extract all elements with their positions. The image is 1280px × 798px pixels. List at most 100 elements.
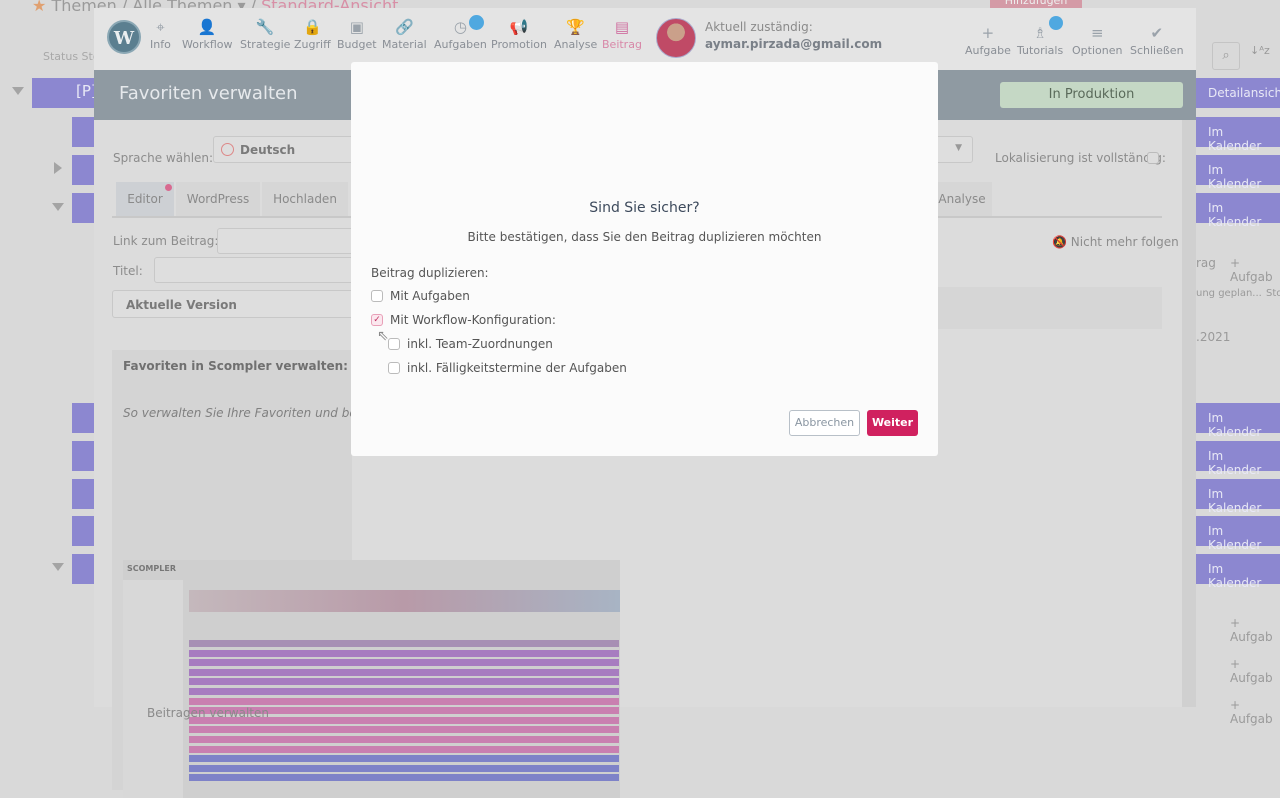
page-title: Favoriten verwalten <box>119 83 298 104</box>
content-intro: So verwalten Sie Ihre Favoriten und beha… <box>123 406 395 420</box>
collapse-icon[interactable] <box>52 203 64 211</box>
column-sto: Sto <box>1266 288 1280 299</box>
link-icon: 🔗 <box>395 18 414 36</box>
nav-material[interactable]: 🔗 Material <box>382 18 427 51</box>
checkbox[interactable] <box>371 290 383 302</box>
add-task-link[interactable]: + Aufgab <box>1230 657 1273 685</box>
nav-label: Material <box>382 38 427 51</box>
action-label: Schließen <box>1130 44 1184 57</box>
scompler-logo: SCOMPLER <box>127 564 176 573</box>
footer-link[interactable]: Beitragen verwalten <box>147 706 269 720</box>
embedded-row <box>189 678 619 686</box>
assignee-label: Aktuell zuständig: <box>705 20 813 34</box>
topic-row[interactable] <box>72 554 94 584</box>
assignee-email[interactable]: aymar.pirzada@gmail.com <box>705 37 883 51</box>
nav-info[interactable]: ⌖ Info <box>150 18 171 51</box>
tab-wordpress[interactable]: WordPress <box>176 182 260 216</box>
embedded-row <box>189 640 619 647</box>
topic-row[interactable] <box>72 155 94 185</box>
add-task-button[interactable]: + Aufgabe <box>965 24 1011 57</box>
localization-checkbox[interactable] <box>1147 152 1159 164</box>
nav-label: Analyse <box>554 38 598 51</box>
nav-promotion[interactable]: 📢 Promotion <box>491 18 547 51</box>
unsaved-dot <box>165 184 172 191</box>
topic-row[interactable]: [P] <box>32 78 97 108</box>
option-label: Mit Workflow-Konfiguration: <box>390 313 556 327</box>
add-button[interactable]: Hinzufügen <box>990 0 1082 8</box>
cancel-button[interactable]: Abbrechen <box>789 410 860 436</box>
version-select[interactable]: Aktuelle Version <box>112 290 362 318</box>
tab-editor[interactable]: Editor <box>116 182 174 216</box>
add-post-link[interactable]: rag <box>1196 256 1216 270</box>
embedded-row <box>189 688 619 695</box>
nav-zugriff[interactable]: 🔒 Zugriff <box>294 18 331 51</box>
nav-beitrag[interactable]: ▤ Beitrag <box>602 18 642 51</box>
nav-analyse[interactable]: 🏆 Analyse <box>554 18 597 51</box>
confirm-button[interactable]: Weiter <box>867 410 918 436</box>
dialog-title: Sind Sie sicher? <box>589 200 700 216</box>
tab-hochladen[interactable]: Hochladen <box>262 182 348 216</box>
topic-row[interactable] <box>72 403 94 433</box>
calendar-button[interactable]: Im Kalender <box>1196 479 1280 515</box>
title-label: Titel: <box>113 264 143 278</box>
check-icon: ✔ <box>1150 24 1164 42</box>
sort-az-icon[interactable]: ↓ᴬz <box>1250 44 1270 57</box>
nav-label: Zugriff <box>294 38 331 51</box>
calendar-button[interactable]: Im Kalender <box>1196 516 1280 552</box>
checkbox-checked[interactable]: ✓ <box>371 314 383 326</box>
topic-row[interactable] <box>72 479 94 509</box>
topic-row[interactable] <box>72 117 94 147</box>
detail-view-button[interactable]: Detailansicht <box>1196 78 1280 108</box>
embedded-row <box>189 774 619 782</box>
calendar-button[interactable]: Im Kalender <box>1196 193 1280 229</box>
collapse-icon[interactable] <box>12 87 24 95</box>
wordpress-logo-icon: W <box>107 20 141 54</box>
tutorials-button[interactable]: ♗ Tutorials <box>1017 24 1063 57</box>
topic-row[interactable] <box>72 193 94 223</box>
notification-badge <box>469 15 484 30</box>
option-label: inkl. Team-Zuordnungen <box>407 337 553 351</box>
topic-row[interactable] <box>72 441 94 471</box>
clock-icon: ◷ <box>453 18 467 36</box>
embedded-screenshot: SCOMPLER <box>123 560 620 798</box>
checkbox[interactable] <box>388 338 400 350</box>
add-task-link[interactable]: + Aufgab <box>1230 698 1273 726</box>
action-label: Optionen <box>1072 44 1123 57</box>
topic-row[interactable] <box>72 516 94 546</box>
calendar-button[interactable]: Im Kalender <box>1196 403 1280 439</box>
embedded-row <box>189 668 619 676</box>
unfollow-button[interactable]: 🔕 Nicht mehr folgen <box>1052 235 1179 249</box>
user-lock-icon: 🔒 <box>302 18 322 36</box>
embedded-row <box>189 764 619 772</box>
tab-analyse[interactable]: Analyse <box>932 182 992 216</box>
collapse-icon[interactable] <box>52 563 64 571</box>
nav-aufgaben[interactable]: ◷ Aufgaben <box>434 18 487 51</box>
scrollbar[interactable] <box>1182 120 1196 707</box>
dialog-message: Bitte bestätigen, dass Sie den Beitrag d… <box>467 230 822 244</box>
nav-workflow[interactable]: 👤 Workflow <box>182 18 233 51</box>
status-badge[interactable]: In Produktion <box>1000 82 1183 108</box>
date-cell: .2021 <box>1196 330 1231 344</box>
add-task-link[interactable]: + Aufgab <box>1230 616 1273 644</box>
unfollow-label: Nicht mehr folgen <box>1070 235 1179 249</box>
menu-icon: ≡ <box>1090 24 1104 42</box>
search-icon[interactable]: ⌕ <box>1212 42 1240 70</box>
nav-strategie[interactable]: 🔧 Strategie <box>240 18 290 51</box>
options-button[interactable]: ≡ Optionen <box>1072 24 1122 57</box>
title-input[interactable] <box>154 257 354 283</box>
action-label: Aufgabe <box>965 44 1011 57</box>
nav-budget[interactable]: ▣ Budget <box>337 18 377 51</box>
language-label: Sprache wählen: <box>113 151 214 165</box>
user-flow-icon: 👤 <box>197 18 217 36</box>
close-button[interactable]: ✔ Schließen <box>1130 24 1184 57</box>
checkbox[interactable] <box>388 362 400 374</box>
calendar-button[interactable]: Im Kalender <box>1196 554 1280 590</box>
plus-icon: + <box>981 24 995 42</box>
add-task-link[interactable]: + Aufgab <box>1230 256 1273 284</box>
link-input[interactable] <box>217 228 357 254</box>
calendar-button[interactable]: Im Kalender <box>1196 441 1280 477</box>
calendar-button[interactable]: Im Kalender <box>1196 117 1280 153</box>
expand-icon[interactable] <box>54 162 62 174</box>
crosshair-icon: ⌖ <box>156 18 165 36</box>
calendar-button[interactable]: Im Kalender <box>1196 155 1280 191</box>
